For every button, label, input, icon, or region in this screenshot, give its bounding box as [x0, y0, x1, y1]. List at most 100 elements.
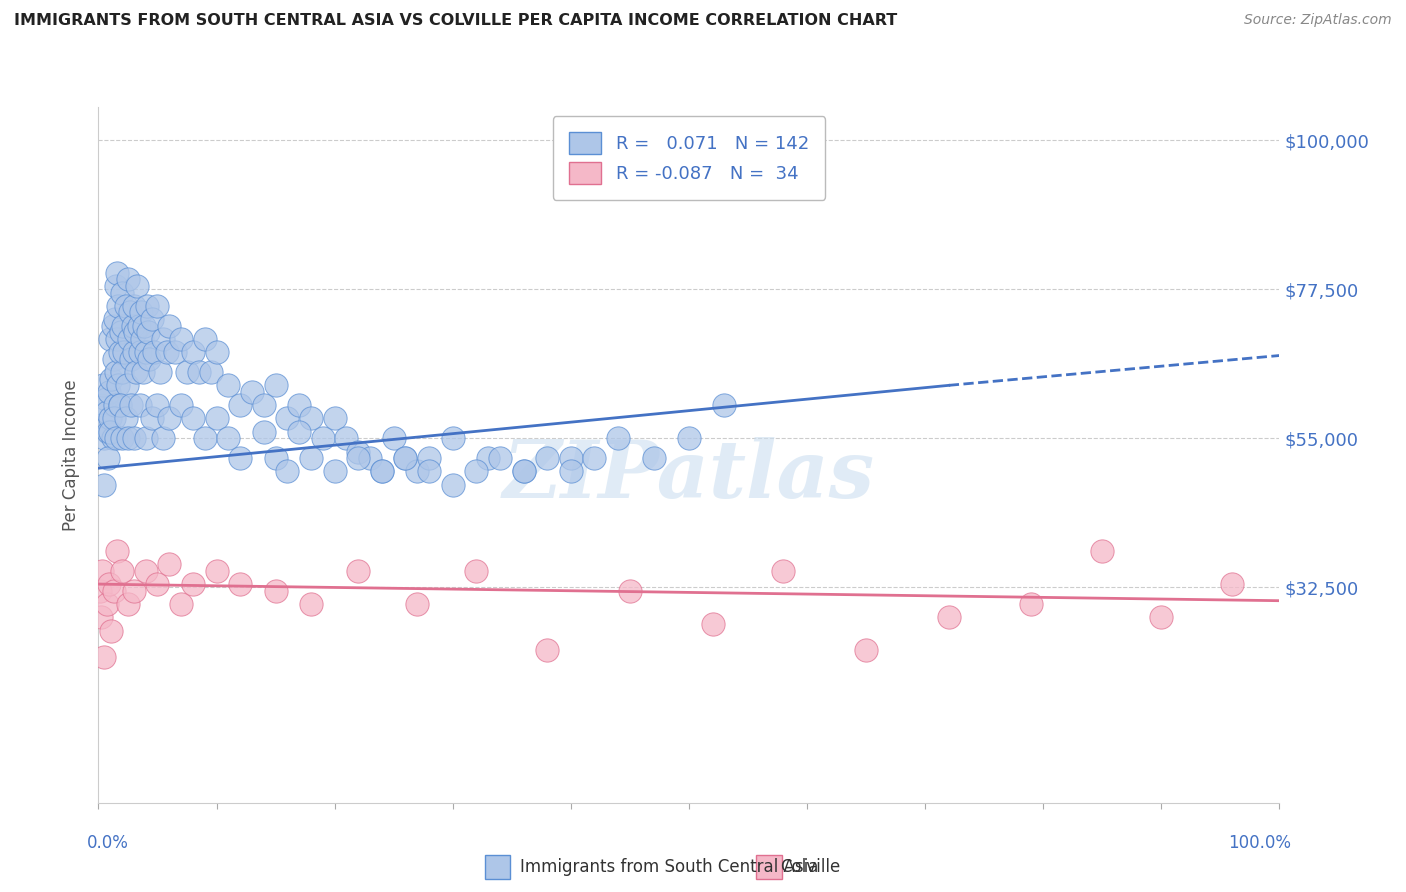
Point — [129, 305, 152, 319]
Point — [146, 577, 169, 591]
Point — [105, 544, 128, 558]
Point — [141, 312, 163, 326]
Point — [406, 597, 429, 611]
Point — [96, 597, 118, 611]
Point — [441, 431, 464, 445]
Point — [583, 451, 606, 466]
Point — [89, 583, 111, 598]
Point — [152, 332, 174, 346]
Point — [114, 299, 136, 313]
Point — [111, 365, 134, 379]
Point — [135, 431, 157, 445]
Point — [855, 643, 877, 657]
Point — [382, 431, 405, 445]
Point — [115, 378, 138, 392]
Point — [98, 384, 121, 399]
Point — [264, 451, 287, 466]
Point — [176, 365, 198, 379]
Point — [122, 583, 145, 598]
Point — [149, 365, 172, 379]
Point — [702, 616, 724, 631]
Point — [118, 332, 141, 346]
Point — [1150, 610, 1173, 624]
Point — [217, 378, 239, 392]
Point — [205, 564, 228, 578]
Point — [938, 610, 960, 624]
Point — [146, 398, 169, 412]
Point — [125, 365, 148, 379]
Point — [264, 378, 287, 392]
Point — [264, 583, 287, 598]
Point — [418, 451, 440, 466]
Point — [465, 465, 488, 479]
Point — [156, 345, 179, 359]
Point — [103, 351, 125, 366]
Point — [117, 431, 139, 445]
Point — [135, 564, 157, 578]
Point — [253, 398, 276, 412]
Point — [512, 465, 534, 479]
Point — [128, 345, 150, 359]
Point — [323, 411, 346, 425]
Point — [157, 318, 180, 333]
Point — [394, 451, 416, 466]
Point — [394, 451, 416, 466]
Point — [1091, 544, 1114, 558]
Point — [105, 431, 128, 445]
Point — [98, 332, 121, 346]
Point — [90, 398, 112, 412]
Point — [146, 299, 169, 313]
Point — [120, 305, 142, 319]
Point — [170, 398, 193, 412]
Point — [299, 411, 322, 425]
Point — [371, 465, 394, 479]
Point — [112, 318, 135, 333]
Point — [124, 326, 146, 340]
Point — [122, 345, 145, 359]
Point — [138, 351, 160, 366]
Point — [112, 345, 135, 359]
Point — [489, 451, 512, 466]
Point — [347, 444, 370, 458]
Point — [114, 411, 136, 425]
Point — [108, 345, 131, 359]
Point — [253, 425, 276, 439]
Point — [678, 431, 700, 445]
Point — [299, 451, 322, 466]
Point — [121, 351, 143, 366]
Text: Immigrants from South Central Asia: Immigrants from South Central Asia — [520, 858, 818, 876]
Text: Colville: Colville — [780, 858, 841, 876]
Point — [536, 451, 558, 466]
Point — [132, 365, 155, 379]
Point — [288, 425, 311, 439]
Point — [477, 451, 499, 466]
Point — [108, 398, 131, 412]
Point — [713, 398, 735, 412]
Text: 0.0%: 0.0% — [87, 834, 128, 852]
Point — [229, 577, 252, 591]
Point — [512, 465, 534, 479]
Point — [97, 451, 120, 466]
Point — [187, 365, 209, 379]
Point — [371, 465, 394, 479]
Point — [142, 345, 165, 359]
Point — [141, 411, 163, 425]
Point — [107, 378, 129, 392]
Point — [194, 332, 217, 346]
Point — [772, 564, 794, 578]
Point — [359, 451, 381, 466]
Point — [136, 326, 159, 340]
Point — [347, 451, 370, 466]
Point — [1021, 597, 1043, 611]
Point — [98, 411, 121, 425]
Point — [240, 384, 263, 399]
Point — [619, 583, 641, 598]
Point — [205, 411, 228, 425]
Point — [117, 597, 139, 611]
Text: 100.0%: 100.0% — [1229, 834, 1291, 852]
Point — [91, 564, 114, 578]
Point — [104, 398, 127, 412]
Point — [93, 477, 115, 491]
Point — [181, 411, 204, 425]
Point — [323, 465, 346, 479]
